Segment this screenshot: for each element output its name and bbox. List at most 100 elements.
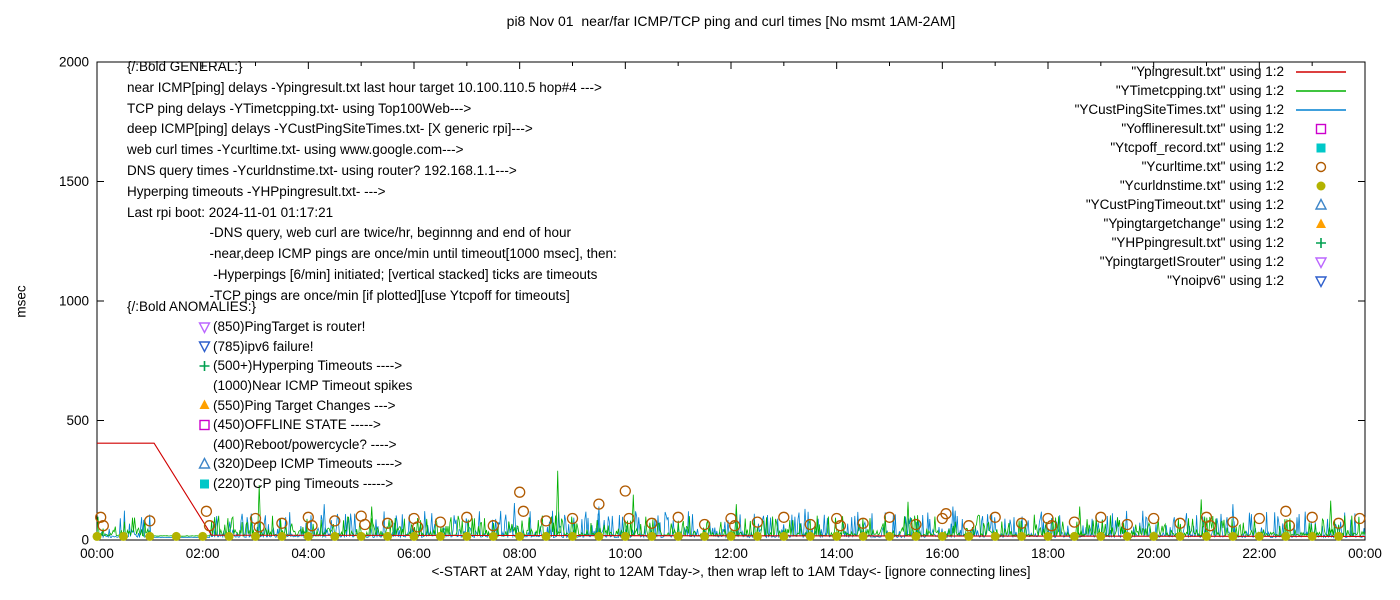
legend-item: "Ynoipv6" using 1:2 [1075,271,1350,290]
legend-label: "Ytcpoff_record.txt" using 1:2 [1110,140,1284,155]
anomaly-label: (1000)Near ICMP Timeout spikes [213,378,413,394]
square-filled-icon [1292,141,1350,155]
x-tick-label: 14:00 [820,546,854,561]
x-tick-label: 02:00 [186,546,220,561]
y-axis-label: msec [13,285,29,318]
legend-label: "YpingtargetISrouter" using 1:2 [1099,254,1284,269]
line-icon [1292,84,1350,98]
anomaly-label: (500+)Hyperping Timeouts ----> [213,358,403,374]
anomalies-list: (850)PingTarget is router! (785)ipv6 fail… [196,317,412,493]
x-tick-label: 06:00 [397,546,431,561]
legend-item: "Ypingresult.txt" using 1:2 [1075,62,1350,81]
y-tick-label: 2000 [59,55,89,70]
chart-title: pi8 Nov 01 near/far ICMP/TCP ping and cu… [506,13,956,29]
anomaly-label: (450)OFFLINE STATE -----> [213,417,381,433]
anomaly-label: (850)PingTarget is router! [213,319,366,335]
y-tick-label: 500 [66,413,89,428]
legend-label: "Ypingresult.txt" using 1:2 [1131,64,1284,79]
square-open-icon [1292,122,1350,136]
triangle-down-open-icon [1292,255,1350,269]
triangle-up-filled-icon [196,398,213,412]
series-Ypingresult.txt [97,442,1366,537]
legend-item: "YpingtargetISrouter" using 1:2 [1075,252,1350,271]
circle-open-icon [1292,160,1350,174]
legend-item: "Ypingtargetchange" using 1:2 [1075,214,1350,233]
general-line: deep ICMP[ping] delays -YCustPingSiteTim… [127,121,533,137]
legend-label: "Ynoipv6" using 1:2 [1167,273,1284,288]
plus-icon [1292,236,1350,250]
anomaly-item: (850)PingTarget is router! [196,317,412,337]
anomaly-label: (320)Deep ICMP Timeouts ----> [213,456,403,472]
x-tick-label: 04:00 [291,546,325,561]
series-Ycurldnstime.txt [92,531,1344,541]
general-line: -near,deep ICMP pings are once/min until… [127,246,617,262]
general-line: web curl times -Ycurltime.txt- using www… [127,142,464,158]
y-tick-label: 0 [81,533,89,548]
legend-label: "Ycurltime.txt" using 1:2 [1141,159,1284,174]
general-line: near ICMP[ping] delays -Ypingresult.txt … [127,79,602,95]
general-line: -DNS query, web curl are twice/hr, begin… [127,225,571,241]
x-tick-label: 00:00 [1348,546,1382,561]
x-tick-label: 18:00 [1031,546,1065,561]
y-tick-label: 1500 [59,174,89,189]
x-tick-label: 22:00 [1242,546,1276,561]
legend-item: "YTimetcpping.txt" using 1:2 [1075,81,1350,100]
legend-item: "Ycurldnstime.txt" using 1:2 [1075,176,1350,195]
legend-label: "YTimetcpping.txt" using 1:2 [1115,83,1284,98]
legend-item: "YCustPingSiteTimes.txt" using 1:2 [1075,100,1350,119]
legend-label: "YCustPingTimeout.txt" using 1:2 [1085,197,1284,212]
x-tick-label: 00:00 [80,546,114,561]
triangle-down-open-icon [196,320,213,334]
legend-label: "Yofflineresult.txt" using 1:2 [1121,121,1284,136]
triangle-up-open-icon [1292,197,1350,212]
x-tick-label: 08:00 [503,546,537,561]
legend-item: "YCustPingTimeout.txt" using 1:2 [1075,195,1350,214]
anomaly-item: (550)Ping Target Changes ---> [196,395,412,415]
anomaly-item: (785)ipv6 failure! [196,337,412,357]
legend-item: "Ytcpoff_record.txt" using 1:2 [1075,138,1350,157]
general-line: -Hyperpings [6/min] initiated; [vertical… [127,266,598,282]
x-axis-label: <-START at 2AM Yday, right to 12AM Tday-… [431,564,1031,579]
anomaly-item: (400)Reboot/powercycle? ----> [196,435,412,455]
x-tick-label: 20:00 [1137,546,1171,561]
anomaly-item: (500+)Hyperping Timeouts ----> [196,356,412,376]
legend-label: "Ycurldnstime.txt" using 1:2 [1119,178,1284,193]
legend: "Ypingresult.txt" using 1:2 "YTimetcpping… [1075,62,1350,290]
legend-item: "Ycurltime.txt" using 1:2 [1075,157,1350,176]
legend-label: "Ypingtargetchange" using 1:2 [1103,216,1284,231]
general-notes: {/:Bold GENERAL:} near ICMP[ping] delays … [127,57,617,307]
square-open-icon [196,418,213,432]
general-line: -TCP pings are once/min [if plotted][use… [127,287,570,303]
general-line: DNS query times -Ycurldnstime.txt- using… [127,162,517,178]
anomaly-label: (550)Ping Target Changes ---> [213,397,396,413]
y-tick-label: 1000 [59,294,89,309]
general-line: {/:Bold GENERAL:} [127,59,243,74]
anomaly-label: (220)TCP ping Timeouts -----> [213,476,394,492]
anomaly-item: (450)OFFLINE STATE -----> [196,415,412,435]
anomaly-item: (220)TCP ping Timeouts -----> [196,474,412,494]
general-line: TCP ping delays -YTimetcpping.txt- using… [127,100,472,116]
anomaly-item: (320)Deep ICMP Timeouts ----> [196,454,412,474]
general-line: Last rpi boot: 2024-11-01 01:17:21 [127,204,334,220]
general-line: Hyperping timeouts -YHPpingresult.txt- -… [127,183,386,199]
x-tick-label: 12:00 [714,546,748,561]
legend-item: "YHPpingresult.txt" using 1:2 [1075,233,1350,252]
series-YTimetcpping.txt [96,470,1366,538]
triangle-down-open-icon [1292,274,1350,288]
square-filled-icon [196,477,213,491]
legend-label: "YHPpingresult.txt" using 1:2 [1111,235,1284,250]
triangle-up-open-icon [196,456,213,471]
x-tick-label: 16:00 [925,546,959,561]
legend-item: "Yofflineresult.txt" using 1:2 [1075,119,1350,138]
triangle-up-filled-icon [1292,217,1350,231]
plus-icon [196,359,213,373]
legend-label: "YCustPingSiteTimes.txt" using 1:2 [1074,102,1284,117]
anomaly-item: (1000)Near ICMP Timeout spikes [196,376,412,396]
x-tick-label: 10:00 [608,546,642,561]
line-icon [1292,103,1350,117]
line-icon [1292,65,1350,79]
anomalies-header: {/:Bold ANOMALIES:} [127,299,257,314]
series-Ycurltime.txt [95,485,1366,533]
